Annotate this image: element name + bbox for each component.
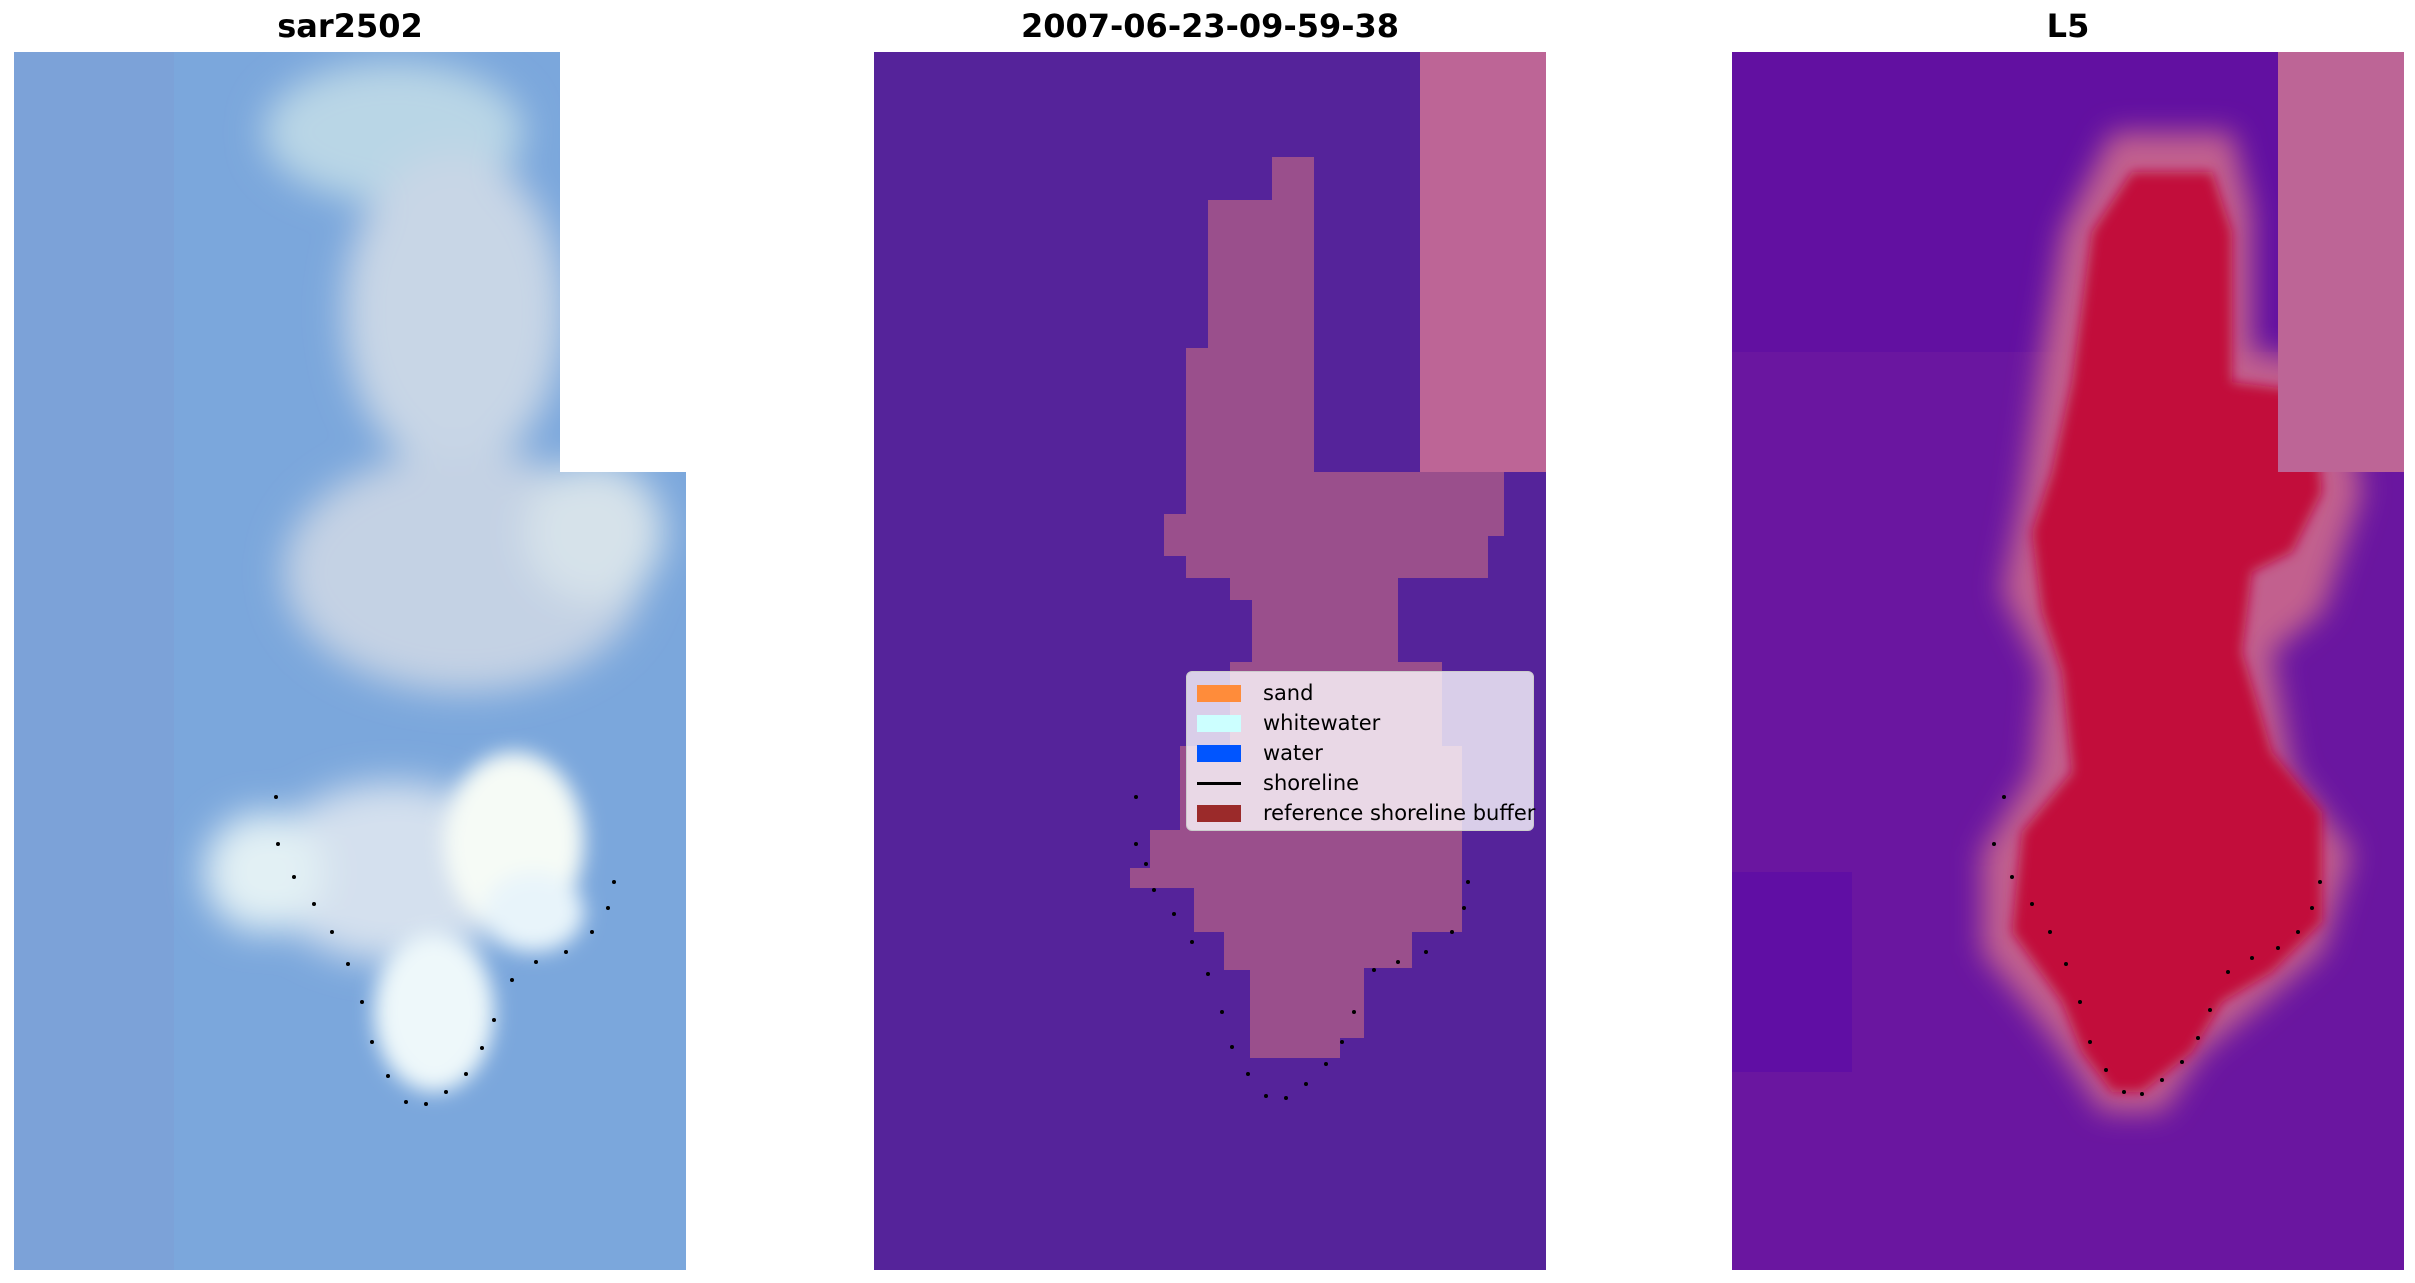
legend-swatch-reference-buffer (1197, 804, 1241, 822)
legend-swatch-sand (1197, 684, 1241, 702)
classified-image (874, 52, 1546, 1270)
legend-label: shoreline (1263, 771, 1360, 795)
legend-swatch-water (1197, 744, 1241, 762)
panel-title-classified: 2007-06-23-09-59-38 (1020, 7, 1400, 45)
legend-line-shoreline (1197, 781, 1241, 785)
probability-image (1732, 52, 2404, 1270)
shoreline-dots-probability (1992, 795, 2322, 1096)
panel-title-rgb: sar2502 (277, 7, 423, 45)
classified-image-panel (874, 52, 1546, 1270)
legend-item-shoreline: shoreline (1197, 768, 1523, 798)
legend-item-water: water (1197, 738, 1523, 768)
panel-title-probability: L5 (2046, 7, 2090, 45)
legend-label: water (1263, 741, 1323, 765)
legend-item-reference-buffer: reference shoreline buffer (1197, 798, 1535, 828)
legend-label: sand (1263, 681, 1314, 705)
shoreline-dots-classified (1134, 795, 1470, 1100)
legend-swatch-whitewater (1197, 714, 1241, 732)
rgb-image-panel (14, 52, 686, 1270)
legend: sand whitewater water shoreline referenc… (1186, 671, 1535, 831)
probability-image-panel (1732, 52, 2404, 1270)
legend-item-sand: sand (1197, 678, 1523, 708)
rgb-image (14, 52, 686, 1270)
shoreline-dots (274, 795, 616, 1106)
legend-label: reference shoreline buffer (1263, 801, 1536, 825)
legend-label: whitewater (1263, 711, 1381, 735)
legend-item-whitewater: whitewater (1197, 708, 1523, 738)
